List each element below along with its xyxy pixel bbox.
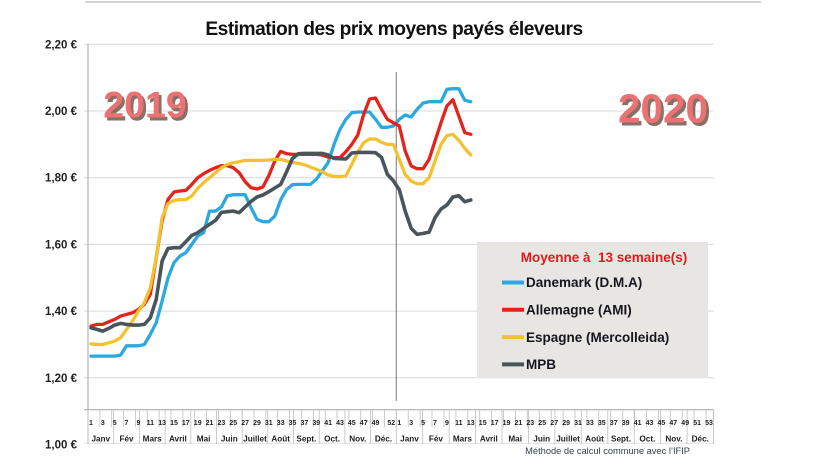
svg-text:1,40 €: 1,40 € (45, 306, 78, 318)
svg-text:9: 9 (445, 420, 449, 427)
svg-text:Mai: Mai (197, 435, 211, 444)
svg-text:11: 11 (455, 420, 463, 427)
svg-text:37: 37 (610, 420, 618, 427)
svg-text:43: 43 (336, 420, 344, 427)
svg-text:15: 15 (170, 420, 178, 427)
svg-text:Juin: Juin (533, 435, 550, 444)
svg-text:37: 37 (301, 420, 309, 427)
svg-text:35: 35 (289, 420, 297, 427)
svg-text:49: 49 (681, 420, 689, 427)
svg-text:11: 11 (147, 420, 155, 427)
svg-text:Janv: Janv (91, 435, 110, 444)
svg-text:27: 27 (550, 420, 558, 427)
svg-text:53: 53 (705, 420, 713, 427)
svg-text:13: 13 (158, 420, 166, 427)
svg-text:47: 47 (669, 420, 677, 427)
svg-text:47: 47 (360, 420, 368, 427)
svg-text:1,00 €: 1,00 € (45, 440, 78, 452)
svg-text:Oct.: Oct. (324, 435, 340, 444)
svg-text:Danemark (D.M.A): Danemark (D.M.A) (526, 275, 642, 290)
svg-text:35: 35 (598, 420, 606, 427)
svg-text:Janv: Janv (400, 435, 419, 444)
svg-text:33: 33 (586, 420, 594, 427)
svg-text:5: 5 (113, 420, 117, 427)
svg-text:1,20 €: 1,20 € (45, 373, 78, 385)
svg-text:Moyenne à 13 semaine(s): Moyenne à 13 semaine(s) (521, 250, 688, 265)
svg-text:Mars: Mars (143, 435, 163, 444)
svg-text:1,80 €: 1,80 € (45, 173, 78, 185)
svg-text:Allemagne (AMI): Allemagne (AMI) (526, 303, 632, 318)
svg-text:21: 21 (515, 420, 523, 427)
svg-text:5: 5 (421, 420, 425, 427)
svg-text:31: 31 (265, 420, 273, 427)
svg-text:25: 25 (229, 420, 237, 427)
svg-text:Oct.: Oct. (639, 435, 655, 444)
svg-text:1,60 €: 1,60 € (45, 239, 78, 251)
svg-text:7: 7 (433, 420, 437, 427)
svg-text:Mai: Mai (508, 435, 522, 444)
svg-text:Déc.: Déc. (375, 435, 392, 444)
svg-text:29: 29 (562, 420, 570, 427)
svg-text:Nov.: Nov. (349, 435, 366, 444)
svg-text:39: 39 (312, 420, 320, 427)
svg-text:Juillet: Juillet (556, 435, 580, 444)
svg-text:Avril: Avril (169, 435, 187, 444)
svg-text:52: 52 (387, 420, 395, 427)
svg-text:51: 51 (693, 420, 701, 427)
svg-text:Fév: Fév (429, 435, 444, 444)
svg-text:31: 31 (574, 420, 582, 427)
svg-text:23: 23 (218, 420, 226, 427)
svg-text:41: 41 (324, 420, 332, 427)
svg-text:45: 45 (658, 420, 666, 427)
svg-text:15: 15 (479, 420, 487, 427)
svg-text:39: 39 (622, 420, 630, 427)
svg-text:41: 41 (634, 420, 642, 427)
svg-text:3: 3 (409, 420, 413, 427)
svg-text:13: 13 (467, 420, 475, 427)
svg-text:3: 3 (101, 420, 105, 427)
svg-text:Espagne (Mercolleida): Espagne (Mercolleida) (526, 330, 669, 345)
svg-text:1: 1 (397, 420, 401, 427)
svg-text:2019: 2019 (106, 86, 189, 128)
svg-text:19: 19 (503, 420, 511, 427)
svg-text:17: 17 (182, 420, 190, 427)
svg-text:Sept.: Sept. (611, 435, 631, 444)
svg-text:27: 27 (241, 420, 249, 427)
svg-text:9: 9 (136, 420, 140, 427)
svg-text:Juillet: Juillet (243, 435, 267, 444)
svg-text:Déc.: Déc. (692, 435, 709, 444)
svg-text:33: 33 (277, 420, 285, 427)
svg-text:29: 29 (253, 420, 261, 427)
svg-text:2,20 €: 2,20 € (45, 39, 78, 51)
svg-text:Nov.: Nov. (665, 435, 682, 444)
svg-text:17: 17 (491, 420, 499, 427)
svg-text:2020: 2020 (621, 88, 711, 134)
svg-text:1: 1 (89, 420, 93, 427)
svg-text:2,00 €: 2,00 € (45, 106, 78, 118)
svg-text:MPB: MPB (526, 357, 556, 372)
svg-text:23: 23 (526, 420, 534, 427)
svg-text:Juin: Juin (221, 435, 238, 444)
svg-text:2020: 2020 (618, 86, 708, 132)
svg-text:43: 43 (646, 420, 654, 427)
svg-text:Août: Août (271, 435, 290, 444)
svg-text:21: 21 (206, 420, 214, 427)
svg-text:25: 25 (538, 420, 546, 427)
svg-text:Sept.: Sept. (296, 435, 316, 444)
svg-text:49: 49 (372, 420, 380, 427)
svg-text:19: 19 (194, 420, 202, 427)
svg-text:2019: 2019 (103, 84, 186, 126)
svg-text:Avril: Avril (480, 435, 498, 444)
svg-text:Méthode de calcul commune avec: Méthode de calcul commune avec l’IFIP (525, 446, 690, 456)
svg-text:Fév: Fév (119, 435, 134, 444)
svg-text:45: 45 (348, 420, 356, 427)
svg-text:Estimation des prix moyens pay: Estimation des prix moyens payés éleveur… (205, 19, 582, 40)
svg-text:Août: Août (585, 435, 604, 444)
svg-text:Mars: Mars (453, 435, 473, 444)
svg-text:7: 7 (125, 420, 129, 427)
